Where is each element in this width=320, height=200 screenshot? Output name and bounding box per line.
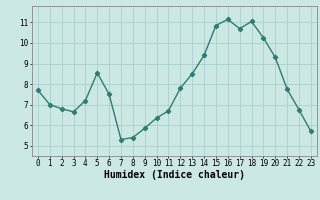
X-axis label: Humidex (Indice chaleur): Humidex (Indice chaleur) bbox=[104, 170, 245, 180]
